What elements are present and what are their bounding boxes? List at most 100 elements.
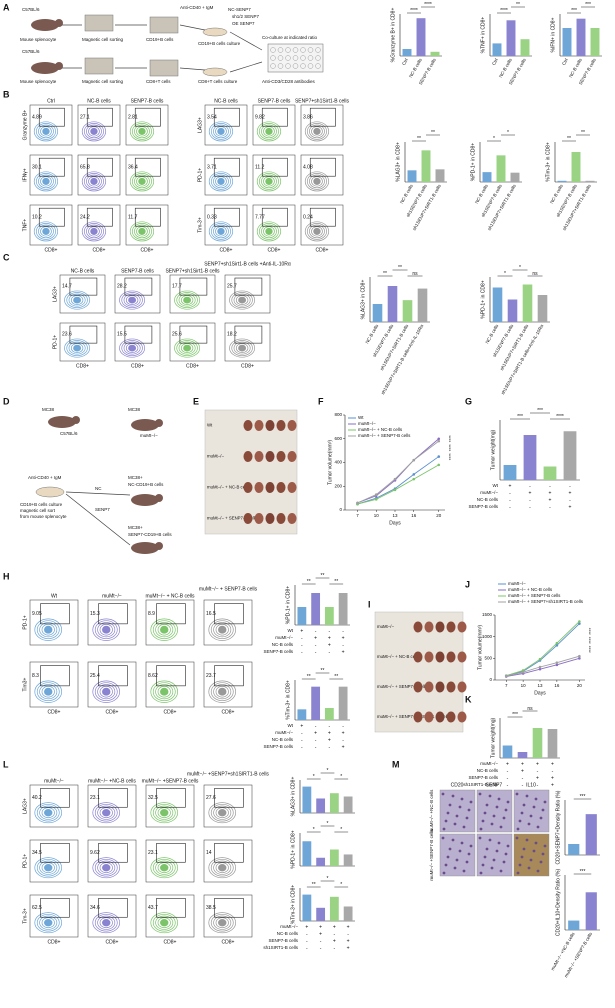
stain-dot (483, 811, 487, 815)
y-label: %PD-1+ in CD8+ (480, 280, 486, 318)
category-label: Ctrl (561, 58, 569, 67)
mouse-head (55, 19, 63, 27)
y-tick-label: 1500 (482, 612, 493, 617)
contour (125, 295, 139, 305)
contour (35, 173, 56, 190)
y-label: %LAG3+ in CD8+ (395, 142, 401, 182)
contour (99, 685, 113, 698)
bar (506, 20, 516, 56)
bar (517, 752, 528, 758)
significance: * (340, 827, 342, 833)
contour (83, 173, 104, 190)
bar (302, 841, 312, 866)
significance: **** (424, 2, 432, 8)
bar (503, 465, 517, 480)
stain-dot (495, 805, 499, 809)
contour (210, 858, 234, 877)
gate-value: 4.08 (303, 164, 313, 170)
stain-dot (499, 825, 503, 829)
contour (210, 803, 234, 822)
gate (124, 325, 153, 344)
table-mark: - (507, 768, 509, 774)
well (315, 63, 321, 69)
tumor (254, 482, 264, 493)
tumor (457, 711, 467, 723)
contour (150, 857, 179, 879)
column-title: CD20 (451, 782, 464, 788)
significance: *** (580, 794, 586, 800)
tumor (254, 513, 264, 524)
stain-dot (490, 822, 494, 826)
label: sh1/2 SENP7 (232, 14, 260, 19)
table-mark: - (301, 737, 303, 743)
label: NC-SENP7 (228, 7, 251, 12)
stain-dot (460, 841, 464, 845)
x-tick-label: 10 (521, 683, 527, 688)
flow-plot (29, 599, 79, 646)
contour (235, 343, 249, 353)
flow-plot (114, 322, 161, 362)
gate (40, 843, 70, 863)
contour (160, 864, 169, 872)
stain-dot (495, 849, 499, 853)
x-label: CD8+ (222, 709, 235, 715)
stain-dot (485, 803, 489, 807)
panel-letter: F (318, 396, 324, 406)
contour (64, 338, 91, 358)
contour (155, 860, 174, 875)
stain-dot (492, 858, 496, 862)
contour (178, 293, 196, 307)
flow-plot (125, 104, 169, 146)
flow-plot (59, 322, 106, 362)
contour (68, 293, 86, 307)
contour (157, 862, 171, 874)
panel-letter: L (3, 759, 9, 769)
flow-plot (145, 599, 195, 646)
table-mark: + (521, 768, 524, 774)
category-label: NC-B cells (399, 183, 414, 205)
table-label: muMt−/− (280, 924, 298, 929)
contour (138, 227, 146, 235)
bar (523, 435, 537, 480)
photo-label: muMt−/− (377, 624, 394, 629)
gate (98, 665, 128, 687)
stain-dot (499, 869, 503, 873)
well (300, 63, 306, 69)
contour (34, 802, 63, 824)
row-label: LAG3+ (52, 286, 58, 302)
gate-value: 4.89 (32, 114, 42, 120)
flow-plot (29, 839, 79, 883)
contour (238, 296, 247, 304)
contour (309, 124, 325, 139)
stain-dot (534, 797, 538, 801)
flow-plot (203, 894, 253, 938)
gate (234, 325, 263, 344)
contour (38, 174, 54, 189)
contour (215, 623, 229, 636)
contour (311, 226, 323, 237)
gate (214, 665, 244, 687)
x-tick-label: 7 (505, 683, 508, 688)
bar (329, 793, 339, 813)
contour (258, 173, 279, 190)
contour (33, 121, 59, 142)
gate (98, 603, 128, 625)
contour (92, 618, 121, 641)
gate (156, 898, 186, 918)
contour (174, 338, 201, 358)
panel-letter: I (368, 599, 371, 609)
contour (41, 685, 55, 698)
bar (302, 786, 312, 813)
category-label: sh1SENP7+SIRT1-B cells (499, 323, 530, 371)
stain-dot (465, 860, 469, 864)
contour (38, 124, 54, 139)
bar (329, 896, 339, 921)
category-label: NC-B cells (484, 323, 499, 345)
contour (44, 625, 53, 634)
contour (208, 802, 237, 824)
flow-plot (300, 104, 344, 146)
flow-plot (204, 154, 248, 196)
table-mark: - (301, 642, 303, 648)
table-label: muMt−/− (275, 730, 293, 735)
gate-value: 18.2 (227, 332, 237, 338)
